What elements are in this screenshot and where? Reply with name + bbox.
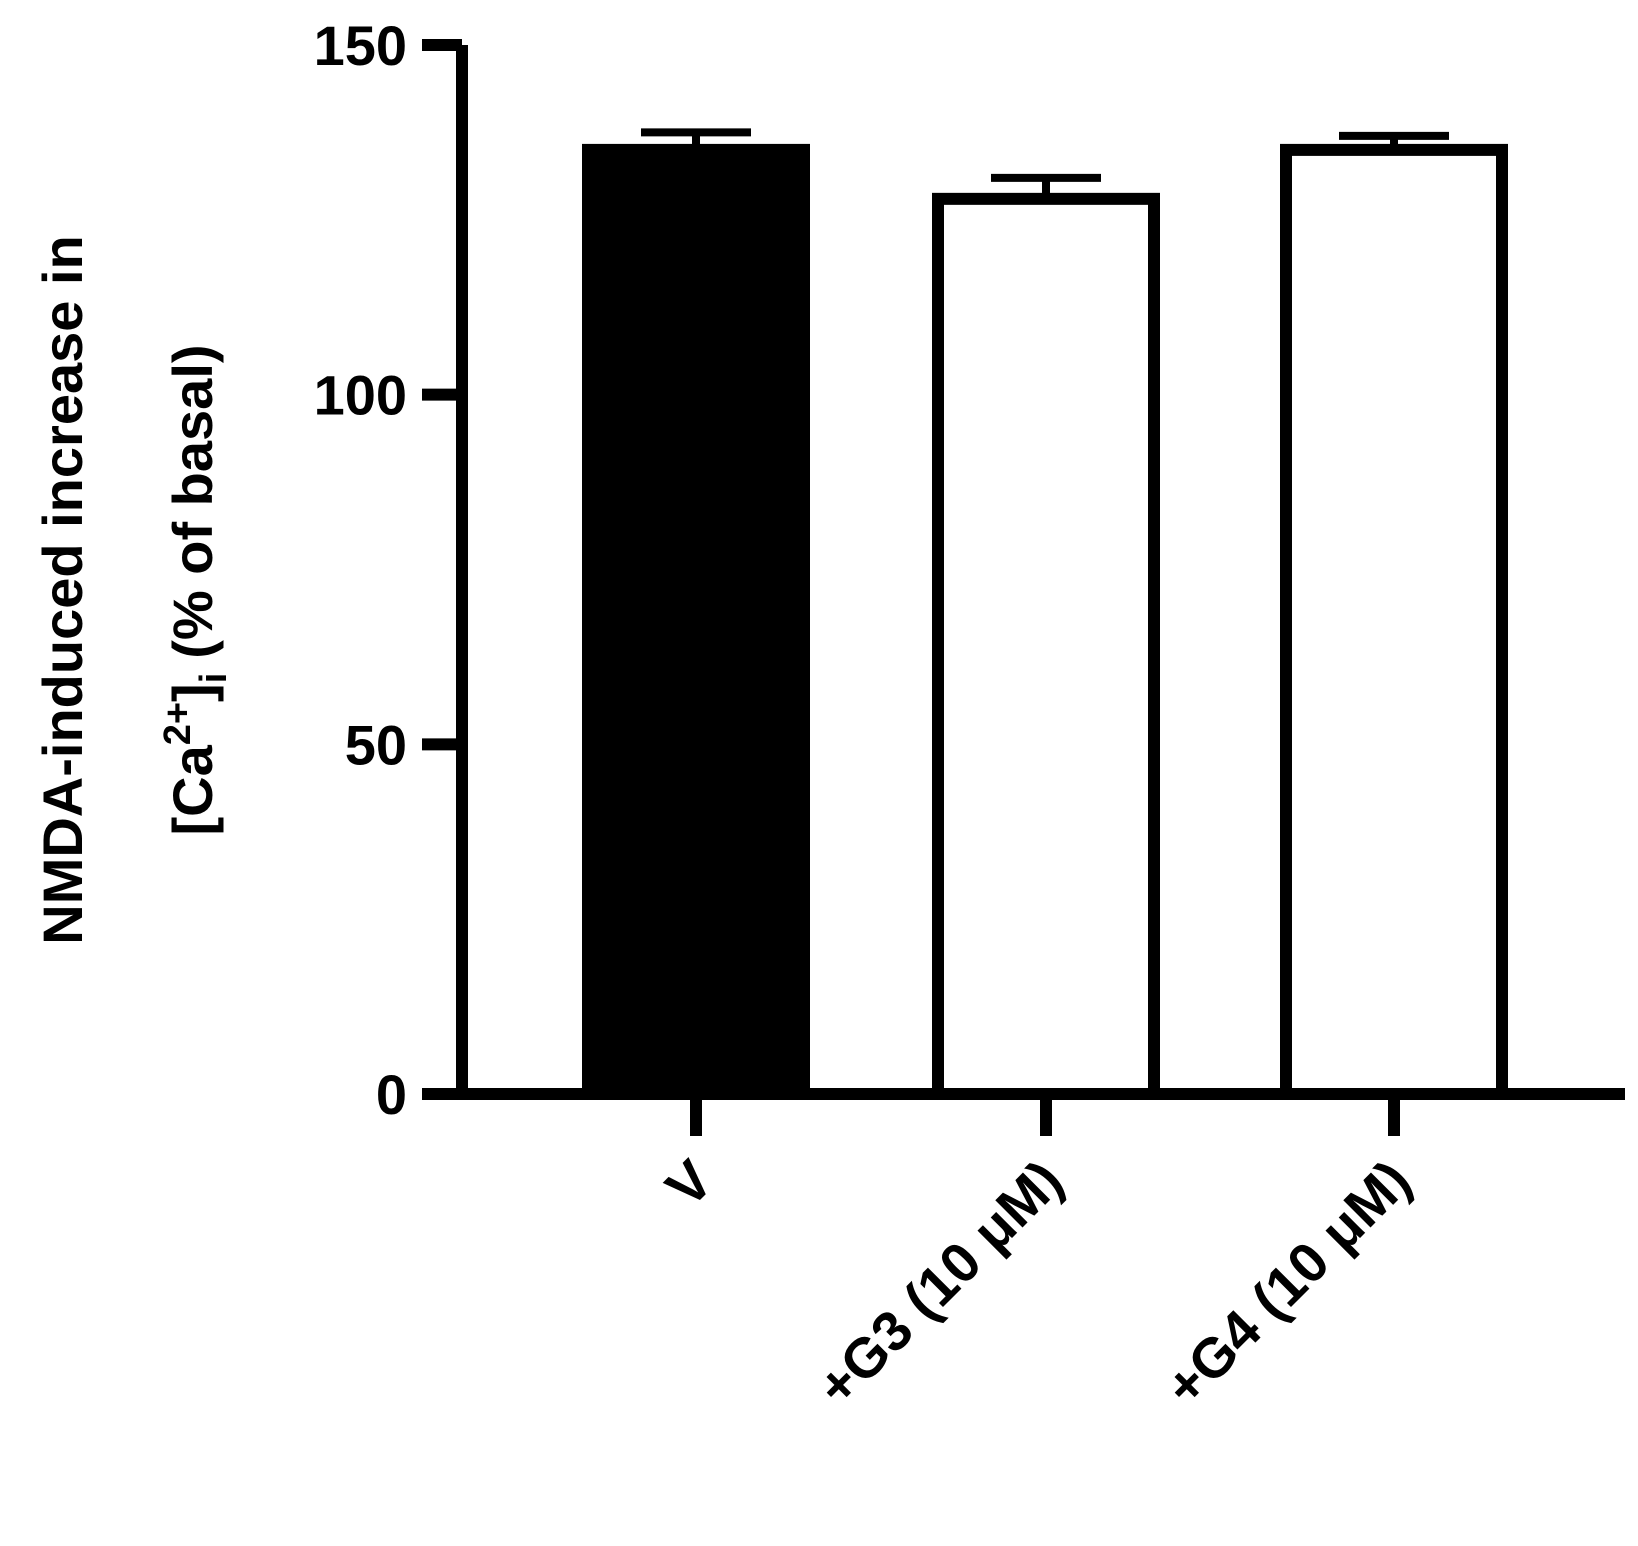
x-tick-label: V: [654, 1148, 725, 1219]
y-axis-label: [Ca2+]i (% of basal): [157, 344, 235, 835]
y-label-sub: i: [193, 673, 235, 684]
y-tick-label: 150: [314, 14, 407, 77]
bar: [932, 192, 1160, 1100]
bar: [582, 143, 810, 1100]
bar: [1280, 143, 1508, 1100]
y-label-part: (% of basal): [161, 344, 224, 658]
y-label-part: ]: [161, 683, 224, 702]
x-tick-label: +G3 (10 μM): [804, 1148, 1074, 1418]
y-tick-label: 0: [376, 1063, 407, 1126]
y-axis-label: NMDA-induced increase in: [31, 235, 94, 944]
y-tick-label: 50: [345, 713, 407, 776]
y-label-part: [Ca: [161, 744, 224, 835]
x-tick-label: +G4 (10 μM): [1152, 1148, 1422, 1418]
y-label-sup: 2+: [157, 702, 199, 745]
y-tick-label: 100: [314, 364, 407, 427]
